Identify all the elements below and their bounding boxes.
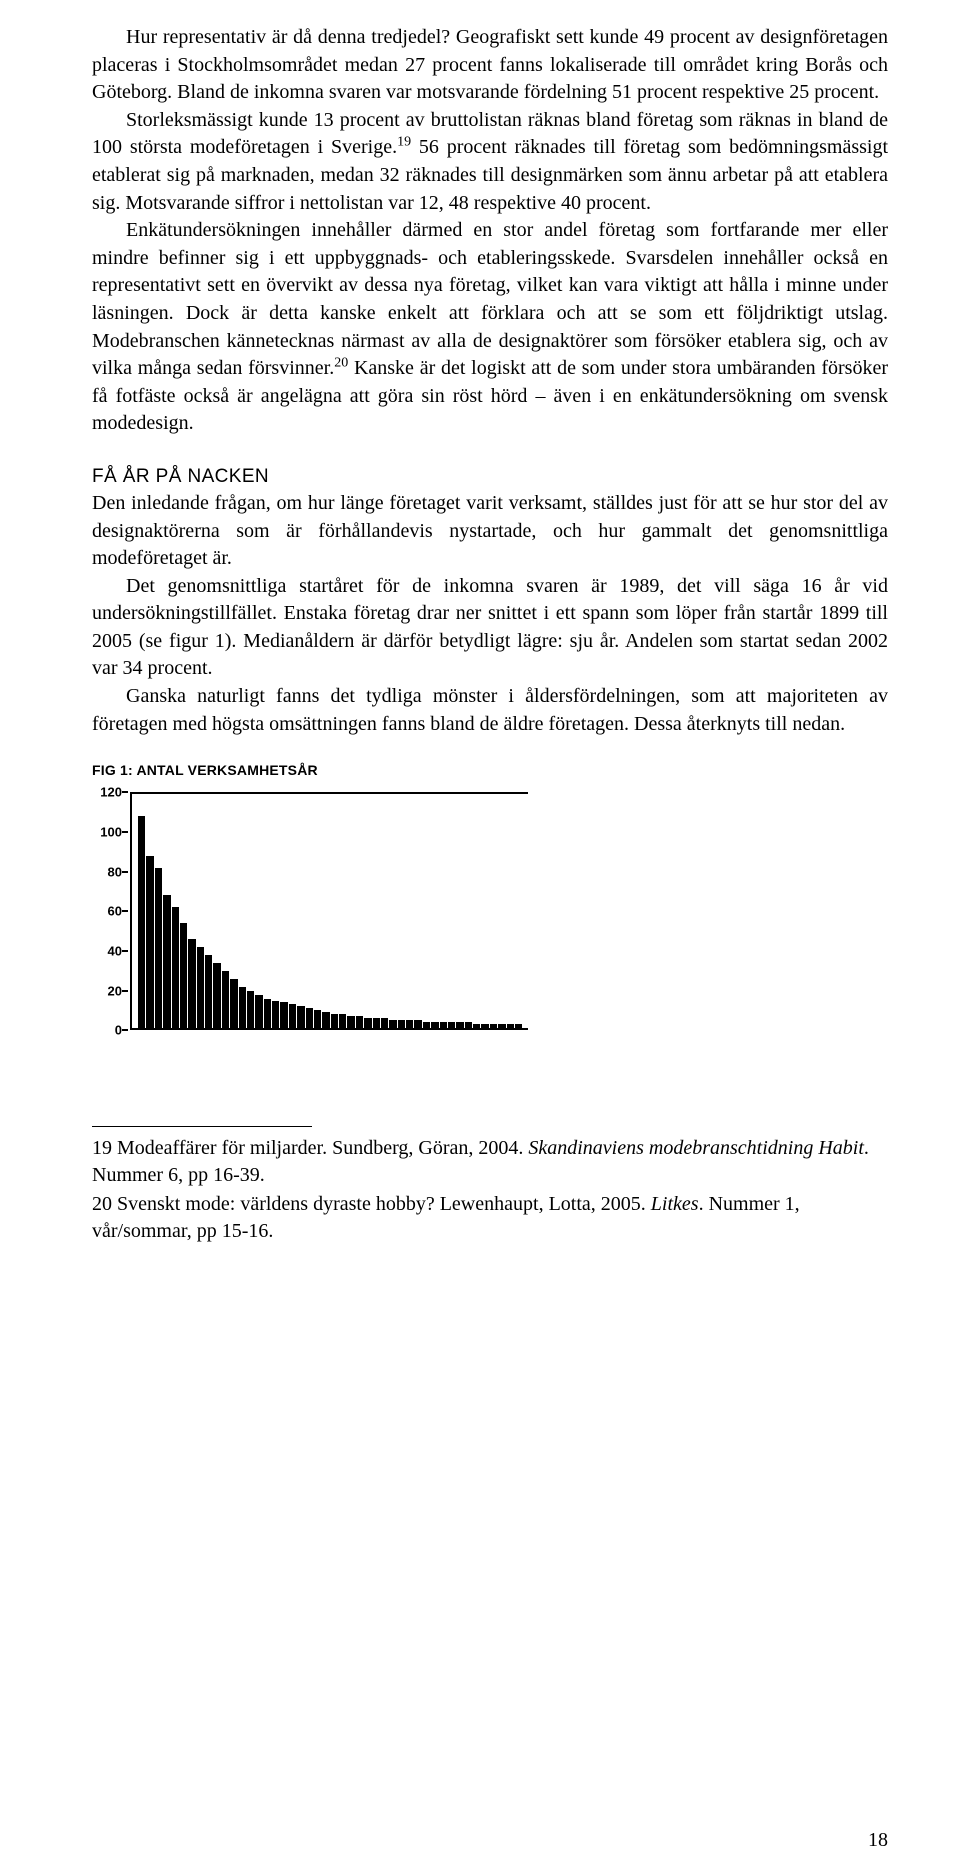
text: Den inledande frågan, om hur länge föret… <box>92 492 888 569</box>
paragraph: Storleksmässigt kunde 13 procent av brut… <box>92 107 888 217</box>
bar <box>188 939 195 1030</box>
text: Det genomsnittliga startåret för de inko… <box>92 575 888 680</box>
bar <box>406 1020 413 1030</box>
bar <box>473 1024 480 1030</box>
bar <box>297 1006 304 1030</box>
bar <box>331 1014 338 1030</box>
bar <box>314 1010 321 1030</box>
bar <box>247 991 254 1031</box>
paragraph: Den inledande frågan, om hur länge föret… <box>92 490 888 573</box>
bar <box>197 947 204 1030</box>
footnote-number: 19 <box>92 1137 117 1159</box>
bar-chart: 0 20 40 60 80 100 120 <box>92 786 532 1046</box>
bar <box>172 907 179 1030</box>
y-tick <box>122 871 128 873</box>
page: Hur representativ är då denna tredjedel?… <box>0 0 960 1866</box>
paragraph: Enkätundersökningen innehåller därmed en… <box>92 217 888 438</box>
page-number: 18 <box>868 1829 888 1852</box>
y-tick <box>122 791 128 793</box>
footnote-number: 20 <box>92 1193 117 1215</box>
bar <box>381 1018 388 1030</box>
y-tick-label: 60 <box>108 904 122 919</box>
y-tick-label: 20 <box>108 983 122 998</box>
bar <box>146 856 153 1031</box>
bar <box>465 1022 472 1030</box>
y-tick-label: 100 <box>100 824 122 839</box>
y-tick-label: 80 <box>108 864 122 879</box>
footnote-ref: 19 <box>397 135 411 150</box>
bar <box>213 963 220 1030</box>
bar <box>289 1004 296 1030</box>
bar <box>306 1008 313 1030</box>
text: Ganska naturligt fanns det tydliga mönst… <box>92 685 888 735</box>
bar <box>490 1024 497 1030</box>
text-italic: Litkes <box>651 1193 699 1215</box>
text: Svenskt mode: världens dyraste hobby? Le… <box>117 1193 651 1215</box>
y-tick-label: 120 <box>100 785 122 800</box>
y-tick <box>122 831 128 833</box>
figure-title: FIG 1: ANTAL VERKSAMHETSÅR <box>92 762 888 778</box>
bar <box>239 987 246 1031</box>
bar <box>448 1022 455 1030</box>
bar <box>155 868 162 1031</box>
bar <box>272 1001 279 1031</box>
bar <box>364 1018 371 1030</box>
bar <box>280 1002 287 1030</box>
bar <box>515 1024 522 1030</box>
bar <box>481 1024 488 1030</box>
text: Modeaffärer för miljarder. Sundberg, Gör… <box>117 1137 528 1159</box>
bar <box>322 1012 329 1030</box>
bar <box>347 1016 354 1030</box>
footnote: 19 Modeaffärer för miljarder. Sundberg, … <box>92 1135 888 1189</box>
bar <box>230 979 237 1031</box>
y-tick-label: 0 <box>115 1023 122 1038</box>
paragraph: Hur representativ är då denna tredjedel?… <box>92 24 888 107</box>
bar <box>373 1018 380 1030</box>
bar <box>222 971 229 1031</box>
bar <box>138 816 145 1030</box>
bar <box>180 923 187 1030</box>
bar <box>414 1020 421 1030</box>
bar <box>431 1022 438 1030</box>
footnotes: 19 Modeaffärer för miljarder. Sundberg, … <box>92 1135 888 1245</box>
y-tick <box>122 950 128 952</box>
section-heading: FÅ ÅR PÅ NACKEN <box>92 466 888 488</box>
bar <box>205 955 212 1030</box>
footnote-separator <box>92 1126 312 1127</box>
bar <box>398 1020 405 1030</box>
paragraph: Det genomsnittliga startåret för de inko… <box>92 573 888 683</box>
text: Enkätundersökningen innehåller därmed en… <box>92 219 888 379</box>
bar <box>389 1020 396 1030</box>
footnote: 20 Svenskt mode: världens dyraste hobby?… <box>92 1191 888 1245</box>
y-tick <box>122 1029 128 1031</box>
y-tick-label: 40 <box>108 943 122 958</box>
y-axis-labels: 020406080100120 <box>92 786 126 1028</box>
bar <box>423 1022 430 1030</box>
y-tick <box>122 910 128 912</box>
text-italic: Skandinaviens modebranschtidning Habit <box>528 1137 864 1159</box>
footnote-ref: 20 <box>334 355 348 370</box>
y-tick <box>122 990 128 992</box>
bars-container <box>130 792 528 1030</box>
bar <box>255 995 262 1031</box>
paragraph: Ganska naturligt fanns det tydliga mönst… <box>92 683 888 738</box>
bar <box>456 1022 463 1030</box>
bar <box>356 1016 363 1030</box>
bar <box>498 1024 505 1030</box>
bar <box>507 1024 514 1030</box>
bar <box>339 1014 346 1030</box>
bar <box>163 895 170 1030</box>
text: Hur representativ är då denna tredjedel?… <box>92 26 888 103</box>
bar <box>440 1022 447 1030</box>
bar <box>264 999 271 1031</box>
